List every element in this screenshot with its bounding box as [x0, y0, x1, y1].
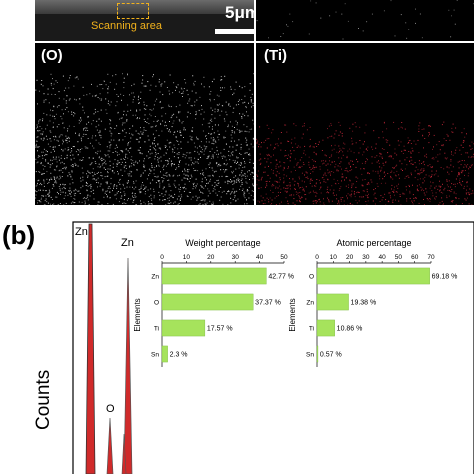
atomic-data-label: 19.38 %: [351, 300, 377, 307]
weight-data-label: 17.57 %: [207, 326, 233, 333]
weight-percentage-chart: Weight percentage 0 10 20 30 40 50 Elements Zn 42…: [133, 238, 294, 367]
titanium-map-panel: (Ti): [256, 43, 474, 205]
weight-bar-sn: [161, 345, 168, 363]
weight-category-label: Sn: [151, 352, 159, 359]
oxygen-dots: [35, 73, 254, 205]
scanning-area-box: [117, 3, 149, 19]
atomic-category-label: Ti: [309, 326, 314, 333]
atomic-tick-label: 70: [427, 254, 435, 261]
atomic-ylabel: Elements: [288, 298, 297, 331]
weight-bar-o: [161, 293, 254, 311]
atomic-percentage-chart: Atomic percentage 0 10 20 30 40 50 60 70 Elements…: [288, 238, 457, 367]
weight-data-label: 2.3 %: [170, 352, 188, 359]
weight-category-label: Ti: [154, 326, 159, 333]
atomic-tick-label: 10: [330, 254, 338, 261]
atomic-tick-label: 20: [346, 254, 354, 261]
weight-bar-zn: [161, 267, 267, 285]
weight-ylabel: Elements: [133, 298, 142, 331]
map-dots: [256, 0, 474, 40]
zn-peak-label-1: Zn: [75, 226, 88, 238]
atomic-tick-label: 0: [315, 254, 319, 261]
atomic-bar-zn: [316, 293, 349, 311]
sem-map-top-right: [256, 0, 474, 41]
scanning-area-label: Scanning area: [91, 20, 162, 32]
atomic-tick-label: 40: [379, 254, 387, 261]
atomic-bar-ti: [316, 319, 335, 337]
atomic-category-label: Zn: [306, 300, 314, 307]
weight-category-label: O: [154, 300, 159, 307]
weight-data-label: 37.37 %: [255, 300, 281, 307]
scale-bar-label: 5μm: [225, 3, 254, 22]
atomic-bar-sn: [316, 345, 319, 363]
eds-spectrum: Zn Zn O Weight percentage 0 10 20 30 40 50 Elem…: [72, 221, 474, 474]
titanium-map-label: (Ti): [264, 47, 288, 64]
zn-second-peak: [123, 257, 133, 474]
atomic-category-label: Sn: [306, 352, 314, 359]
atomic-data-label: 10.86 %: [337, 326, 363, 333]
weight-tick-label: 50: [280, 254, 288, 261]
atomic-tick-label: 30: [362, 254, 370, 261]
weight-bar-ti: [161, 319, 206, 337]
atomic-data-label: 69.18 %: [432, 274, 458, 281]
weight-tick-label: 20: [207, 254, 215, 261]
sem-surface: [35, 0, 254, 14]
zn-main-peak: [85, 223, 96, 474]
atomic-category-label: O: [309, 274, 314, 281]
weight-data-label: 42.77 %: [268, 274, 294, 281]
weight-tick-label: 0: [160, 254, 164, 261]
o-peak-label: O: [106, 403, 115, 415]
weight-tick-label: 30: [232, 254, 240, 261]
atomic-tick-label: 50: [395, 254, 403, 261]
panel-b-label: (b): [2, 220, 36, 250]
weight-category-label: Zn: [151, 274, 159, 281]
atomic-title: Atomic percentage: [336, 238, 411, 248]
weight-tick-label: 10: [183, 254, 191, 261]
scale-bar: [215, 29, 254, 34]
weight-title: Weight percentage: [185, 238, 260, 248]
titanium-dots: [256, 121, 474, 205]
o-peak: [106, 417, 114, 474]
oxygen-map-panel: (O): [35, 43, 254, 205]
zn-peak-label-2: Zn: [121, 237, 134, 249]
sem-image-panel: Scanning area 5μm: [35, 0, 254, 41]
atomic-tick-label: 60: [411, 254, 419, 261]
weight-tick-label: 40: [256, 254, 264, 261]
minor-peak: [121, 433, 127, 474]
atomic-bar-o: [316, 267, 430, 285]
spectrum-frame: [72, 221, 474, 474]
atomic-data-label: 0.57 %: [320, 352, 342, 359]
oxygen-map-label: (O): [41, 47, 63, 64]
